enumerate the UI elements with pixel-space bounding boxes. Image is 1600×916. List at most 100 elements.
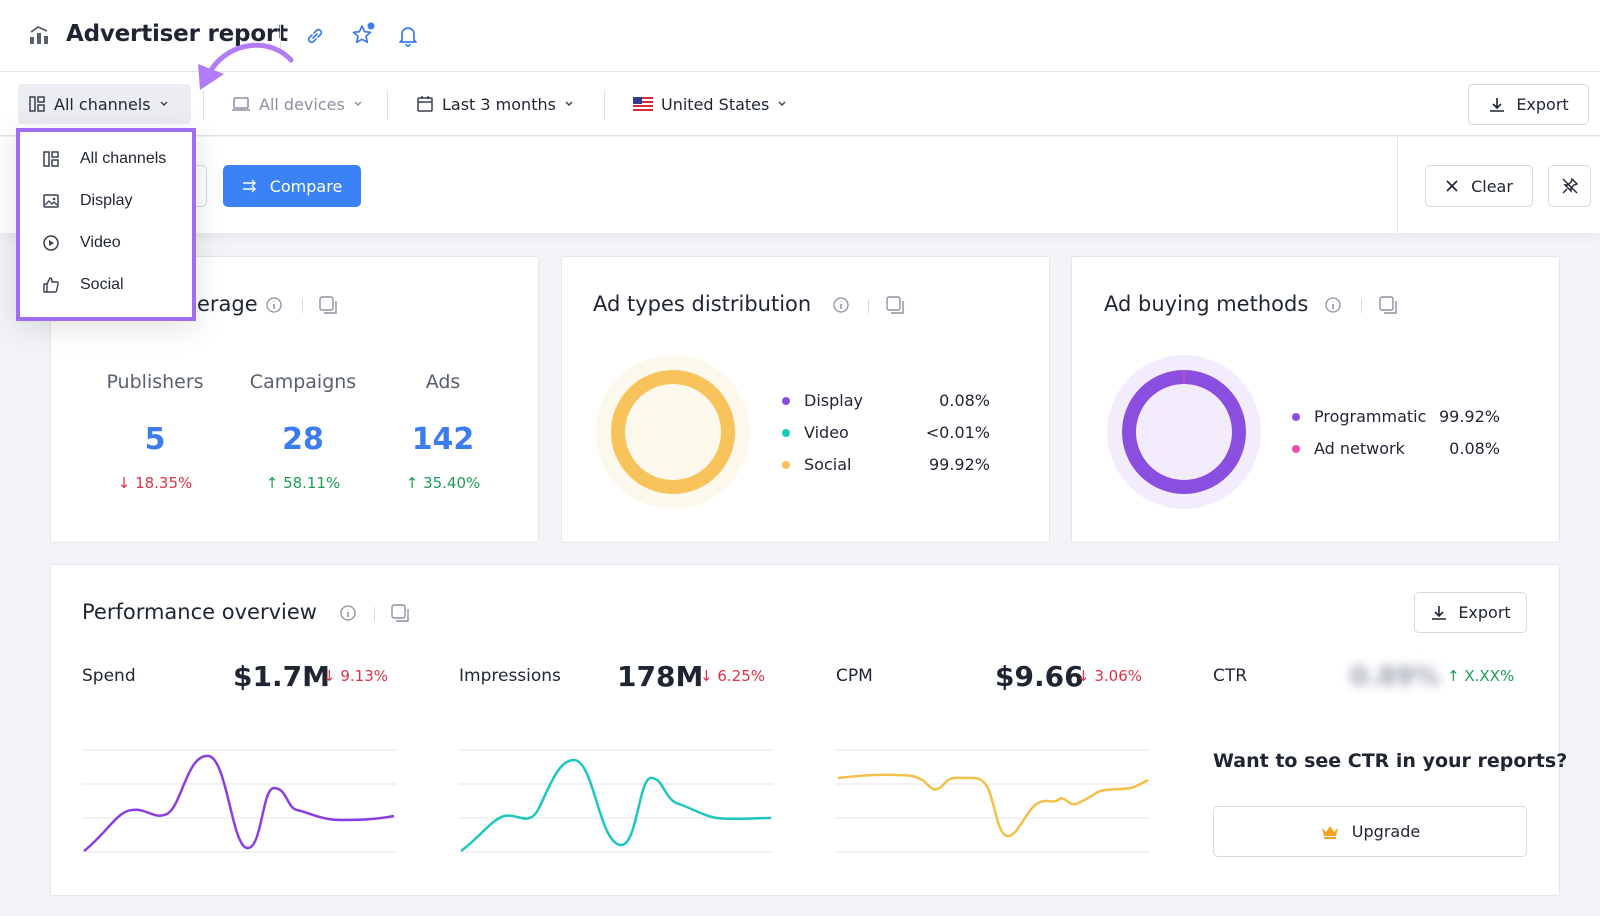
divider xyxy=(1397,137,1398,233)
ad-buying-donut xyxy=(1107,355,1261,509)
info-icon[interactable] xyxy=(265,296,283,314)
divider xyxy=(280,24,281,50)
impressions-value: 178M xyxy=(617,660,704,693)
devices-filter-label: All devices xyxy=(259,94,345,114)
legend-item: Video xyxy=(782,423,849,442)
legend-value: 99.92% xyxy=(928,455,990,474)
spend-label: Spend xyxy=(82,666,136,686)
metric-label: Ads xyxy=(425,371,461,393)
divider xyxy=(1361,299,1362,313)
download-icon xyxy=(1488,96,1506,114)
divider xyxy=(203,90,204,120)
export-label: Export xyxy=(1516,95,1569,114)
period-filter-button[interactable]: Last 3 months xyxy=(406,84,584,124)
devices-icon xyxy=(231,95,251,113)
divider xyxy=(374,607,375,621)
thumbs-up-icon xyxy=(42,276,60,294)
legend-item: Display xyxy=(782,391,863,410)
chevron-down-icon xyxy=(159,99,169,109)
legend-value: 99.92% xyxy=(1438,407,1500,426)
metric-change: ↑ 35.40% xyxy=(405,474,481,492)
compare-icon xyxy=(242,179,260,193)
unpin-button[interactable] xyxy=(1548,165,1591,207)
devices-filter-button[interactable]: All devices xyxy=(221,84,373,124)
info-icon[interactable] xyxy=(339,604,357,622)
legend-item: Ad network xyxy=(1292,439,1405,458)
spend-value: $1.7M xyxy=(233,660,330,693)
dropdown-item-display[interactable]: Display xyxy=(42,192,132,210)
legend-item: Programmatic xyxy=(1292,407,1426,426)
image-icon xyxy=(42,192,60,210)
dropdown-item-social[interactable]: Social xyxy=(42,276,124,294)
copy-icon[interactable] xyxy=(390,603,410,623)
calendar-icon xyxy=(416,95,434,113)
export-label: Export xyxy=(1458,603,1511,622)
export-button[interactable]: Export xyxy=(1468,84,1589,125)
crown-icon xyxy=(1320,824,1340,840)
cpm-label: CPM xyxy=(836,666,873,686)
metric-value: 5 xyxy=(144,422,166,457)
upgrade-button[interactable]: Upgrade xyxy=(1213,806,1527,857)
filter-bar xyxy=(0,72,1600,136)
ad-buying-card-title: Ad buying methods xyxy=(1104,292,1309,316)
info-icon[interactable] xyxy=(1324,296,1342,314)
ad-types-donut xyxy=(596,355,750,509)
dropdown-item-video[interactable]: Video xyxy=(42,234,121,252)
ctr-value-blurred: 0.89% xyxy=(1350,662,1441,692)
report-icon xyxy=(28,24,50,46)
copy-icon[interactable] xyxy=(318,295,338,315)
page-title: Advertiser report xyxy=(66,21,288,47)
divider xyxy=(604,90,605,120)
impressions-change: ↓ 6.25% xyxy=(700,667,765,685)
divider xyxy=(868,299,869,313)
copy-icon[interactable] xyxy=(885,295,905,315)
star-icon[interactable] xyxy=(350,22,376,48)
play-circle-icon xyxy=(42,234,60,252)
link-icon[interactable] xyxy=(304,25,326,47)
performance-export-button[interactable]: Export xyxy=(1414,592,1527,633)
metric-label: Campaigns xyxy=(249,371,357,393)
copy-icon[interactable] xyxy=(1378,295,1398,315)
chevron-down-icon xyxy=(777,99,787,109)
spend-sparkline xyxy=(82,748,396,858)
ctr-change: ↑ X.XX% xyxy=(1447,667,1515,685)
annotation-arrow-icon xyxy=(176,34,296,104)
impressions-label: Impressions xyxy=(459,666,561,686)
upgrade-label: Upgrade xyxy=(1351,822,1421,841)
legend-value: 0.08% xyxy=(939,391,990,410)
channels-filter-button[interactable]: All channels xyxy=(18,84,191,124)
ctr-label: CTR xyxy=(1213,666,1248,686)
grid-icon xyxy=(42,150,60,168)
cpm-value: $9.66 xyxy=(995,660,1084,693)
close-icon xyxy=(1445,179,1459,193)
metric-change: ↑ 58.11% xyxy=(265,474,341,492)
compare-button[interactable]: Compare xyxy=(223,165,361,207)
metric-label: Publishers xyxy=(106,371,204,393)
period-filter-label: Last 3 months xyxy=(442,94,556,114)
divider xyxy=(302,299,303,313)
chevron-down-icon xyxy=(353,99,363,109)
metric-change: ↓ 18.35% xyxy=(117,474,193,492)
download-icon xyxy=(1430,604,1448,622)
country-filter-button[interactable]: United States xyxy=(623,84,797,124)
legend-item: Social xyxy=(782,455,851,474)
clear-button[interactable]: Clear xyxy=(1425,165,1533,207)
divider xyxy=(387,90,388,120)
channels-filter-label: All channels xyxy=(54,94,151,114)
spend-change: ↓ 9.13% xyxy=(323,667,388,685)
compare-label: Compare xyxy=(269,176,343,196)
grid-icon xyxy=(28,95,46,113)
clear-label: Clear xyxy=(1471,176,1513,196)
dropdown-item-all-channels[interactable]: All channels xyxy=(42,150,166,168)
bell-icon[interactable] xyxy=(397,24,419,48)
performance-title: Performance overview xyxy=(82,600,317,624)
info-icon[interactable] xyxy=(832,296,850,314)
coverage-card-title: erage xyxy=(197,292,258,316)
legend-value: <0.01% xyxy=(925,423,990,442)
impressions-sparkline xyxy=(459,748,773,858)
metric-value: 142 xyxy=(411,422,475,457)
us-flag-icon xyxy=(633,97,653,111)
legend-value: 0.08% xyxy=(1449,439,1500,458)
page-header xyxy=(0,0,1600,72)
cpm-sparkline xyxy=(836,748,1150,858)
